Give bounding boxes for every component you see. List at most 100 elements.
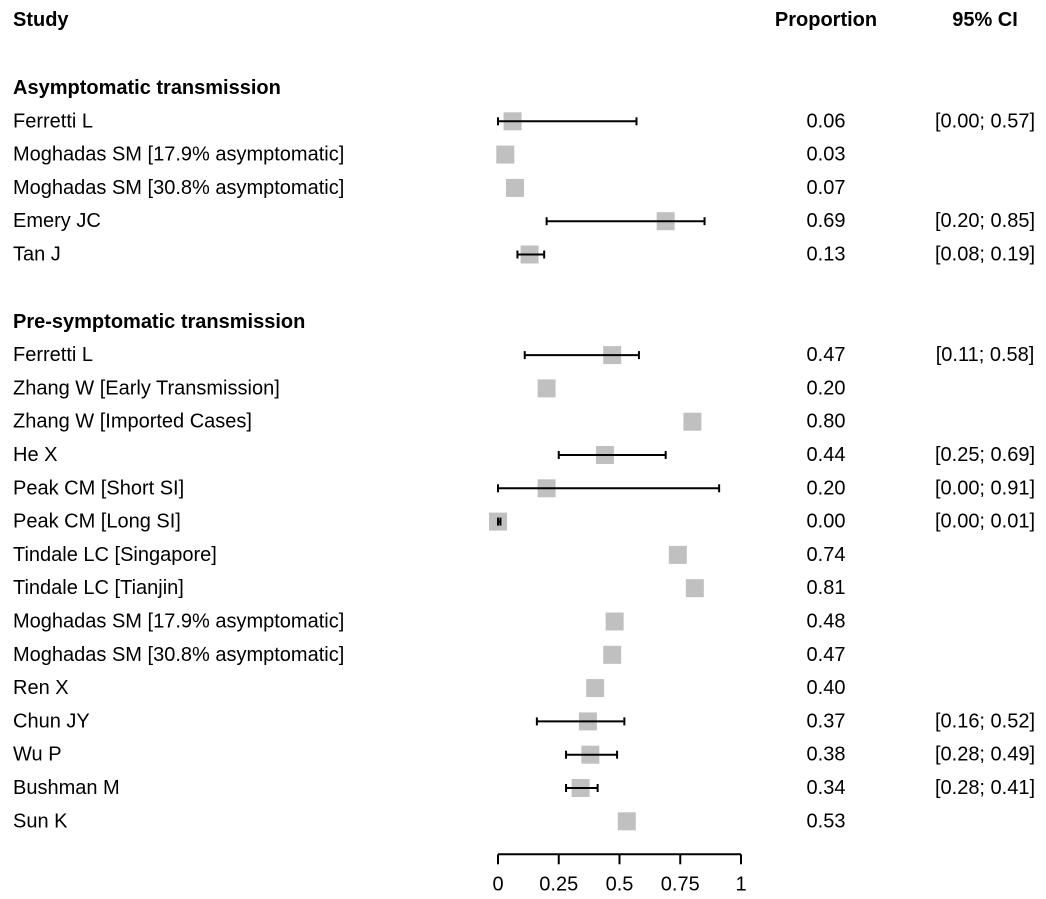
- estimate-marker: [617, 812, 636, 831]
- confidence-interval: [497, 517, 502, 526]
- proportion-value: 0.69: [807, 210, 846, 232]
- study-name: Peak CM [Long SI]: [13, 511, 181, 533]
- study-name: Tindale LC [Tianjin]: [13, 577, 184, 599]
- x-axis: 0 0.25 0.5 0.75 1: [492, 853, 747, 895]
- proportion-value: 0.38: [807, 744, 846, 766]
- x-tick-label: 0.25: [539, 873, 578, 895]
- estimate-marker: [586, 679, 605, 698]
- confidence-interval: [516, 250, 546, 259]
- proportion-value: 0.03: [807, 144, 846, 166]
- study-row: Moghadas SM [30.8% asymptomatic] 0.07: [13, 177, 845, 199]
- estimate-marker: [685, 579, 704, 598]
- study-row: Moghadas SM [17.9% asymptomatic] 0.48: [13, 611, 845, 633]
- study-row: He X 0.44 [0.25; 0.69]: [13, 444, 1035, 466]
- confidence-interval: [523, 351, 640, 360]
- proportion-value: 0.47: [807, 644, 846, 666]
- proportion-value: 0.20: [807, 477, 846, 499]
- study-row: Peak CM [Long SI] 0.00 [0.00; 0.01]: [13, 511, 1035, 533]
- confidence-interval: [535, 717, 626, 726]
- ci-value: [0.08; 0.19]: [935, 244, 1035, 266]
- study-name: Tan J: [13, 244, 61, 266]
- confidence-interval: [557, 451, 667, 459]
- ci-value: [0.00; 0.91]: [935, 477, 1035, 499]
- proportion-value: 0.80: [807, 411, 846, 433]
- study-row: Ferretti L 0.47 [0.11; 0.58]: [13, 344, 1034, 366]
- ci-value: [0.20; 0.85]: [935, 210, 1035, 232]
- proportion-value: 0.13: [807, 244, 846, 266]
- ci-column-header: 95% CI: [952, 9, 1018, 31]
- proportion-value: 0.44: [807, 444, 846, 466]
- study-name: Moghadas SM [17.9% asymptomatic]: [13, 611, 344, 633]
- study-name: Peak CM [Short SI]: [13, 477, 184, 499]
- x-tick-label: 0.75: [661, 873, 700, 895]
- study-name: Zhang W [Imported Cases]: [13, 411, 252, 433]
- proportion-value: 0.74: [807, 544, 846, 566]
- study-name: Bushman M: [13, 777, 120, 799]
- ci-value: [0.00; 0.01]: [935, 511, 1035, 533]
- study-name: Wu P: [13, 744, 62, 766]
- study-row: Tindale LC [Singapore] 0.74: [13, 544, 845, 566]
- confidence-interval: [545, 217, 706, 226]
- study-row: Tan J 0.13 [0.08; 0.19]: [13, 244, 1035, 266]
- proportion-value: 0.40: [807, 677, 846, 699]
- study-row: Wu P 0.38 [0.28; 0.49]: [13, 744, 1035, 766]
- estimate-marker: [506, 178, 525, 197]
- ci-value: [0.25; 0.69]: [935, 444, 1035, 466]
- proportion-value: 0.06: [807, 110, 846, 132]
- study-name: Ferretti L: [13, 344, 93, 366]
- estimate-marker: [605, 612, 624, 631]
- ci-value: [0.16; 0.52]: [935, 710, 1035, 732]
- study-row: Moghadas SM [30.8% asymptomatic] 0.47: [13, 644, 845, 666]
- proportion-value: 0.20: [807, 377, 846, 399]
- study-row: Bushman M 0.34 [0.28; 0.41]: [13, 777, 1035, 799]
- proportion-value: 0.07: [807, 177, 846, 199]
- study-row: Moghadas SM [17.9% asymptomatic] 0.03: [13, 144, 845, 166]
- study-row: Sun K 0.53: [13, 810, 845, 832]
- proportion-value: 0.47: [807, 344, 846, 366]
- study-row: Ferretti L 0.06 [0.00; 0.57]: [13, 110, 1035, 132]
- study-name: Tindale LC [Singapore]: [13, 544, 217, 566]
- ci-value: [0.11; 0.58]: [936, 344, 1035, 366]
- proportion-value: 0.48: [807, 611, 846, 633]
- ci-value: [0.28; 0.49]: [935, 744, 1035, 766]
- proportion-value: 0.00: [807, 511, 846, 533]
- proportion-value: 0.34: [807, 777, 846, 799]
- study-row: Emery JC 0.69 [0.20; 0.85]: [13, 210, 1035, 232]
- estimate-marker: [496, 145, 515, 164]
- study-name: Moghadas SM [17.9% asymptomatic]: [13, 144, 344, 166]
- group-label: Pre-symptomatic transmission: [13, 311, 305, 333]
- study-name: Chun JY: [13, 710, 90, 732]
- study-name: He X: [13, 444, 57, 466]
- study-row: Tindale LC [Tianjin] 0.81: [13, 577, 845, 599]
- study-name: Moghadas SM [30.8% asymptomatic]: [13, 177, 344, 199]
- ci-value: [0.00; 0.57]: [935, 110, 1035, 132]
- study-rows: Asymptomatic transmission Ferretti L 0.06 […: [13, 77, 1035, 832]
- study-name: Ren X: [13, 677, 69, 699]
- x-tick-label: 1: [735, 873, 746, 895]
- column-headers: Study Proportion 95% CI: [13, 9, 1018, 31]
- confidence-interval: [565, 784, 599, 792]
- study-row: Zhang W [Early Transmission] 0.20: [13, 377, 845, 399]
- study-row: Zhang W [Imported Cases] 0.80: [13, 411, 845, 433]
- confidence-interval: [497, 484, 721, 493]
- proportion-column-header: Proportion: [775, 9, 877, 31]
- proportion-value: 0.53: [807, 810, 846, 832]
- x-tick-label: 0: [492, 873, 503, 895]
- study-row: Ren X 0.40: [13, 677, 845, 699]
- estimate-marker: [683, 412, 702, 431]
- study-name: Ferretti L: [13, 110, 93, 132]
- study-name: Zhang W [Early Transmission]: [13, 377, 280, 399]
- proportion-value: 0.37: [807, 710, 846, 732]
- confidence-interval: [565, 750, 619, 759]
- study-name: Emery JC: [13, 210, 101, 232]
- proportion-value: 0.81: [807, 577, 846, 599]
- study-column-header: Study: [13, 9, 69, 31]
- ci-value: [0.28; 0.41]: [935, 777, 1035, 799]
- study-row: Peak CM [Short SI] 0.20 [0.00; 0.91]: [13, 477, 1035, 499]
- study-name: Sun K: [13, 810, 68, 832]
- estimate-marker: [603, 645, 622, 664]
- study-name: Moghadas SM [30.8% asymptomatic]: [13, 644, 344, 666]
- x-tick-label: 0.5: [606, 873, 634, 895]
- group-label: Asymptomatic transmission: [13, 77, 281, 99]
